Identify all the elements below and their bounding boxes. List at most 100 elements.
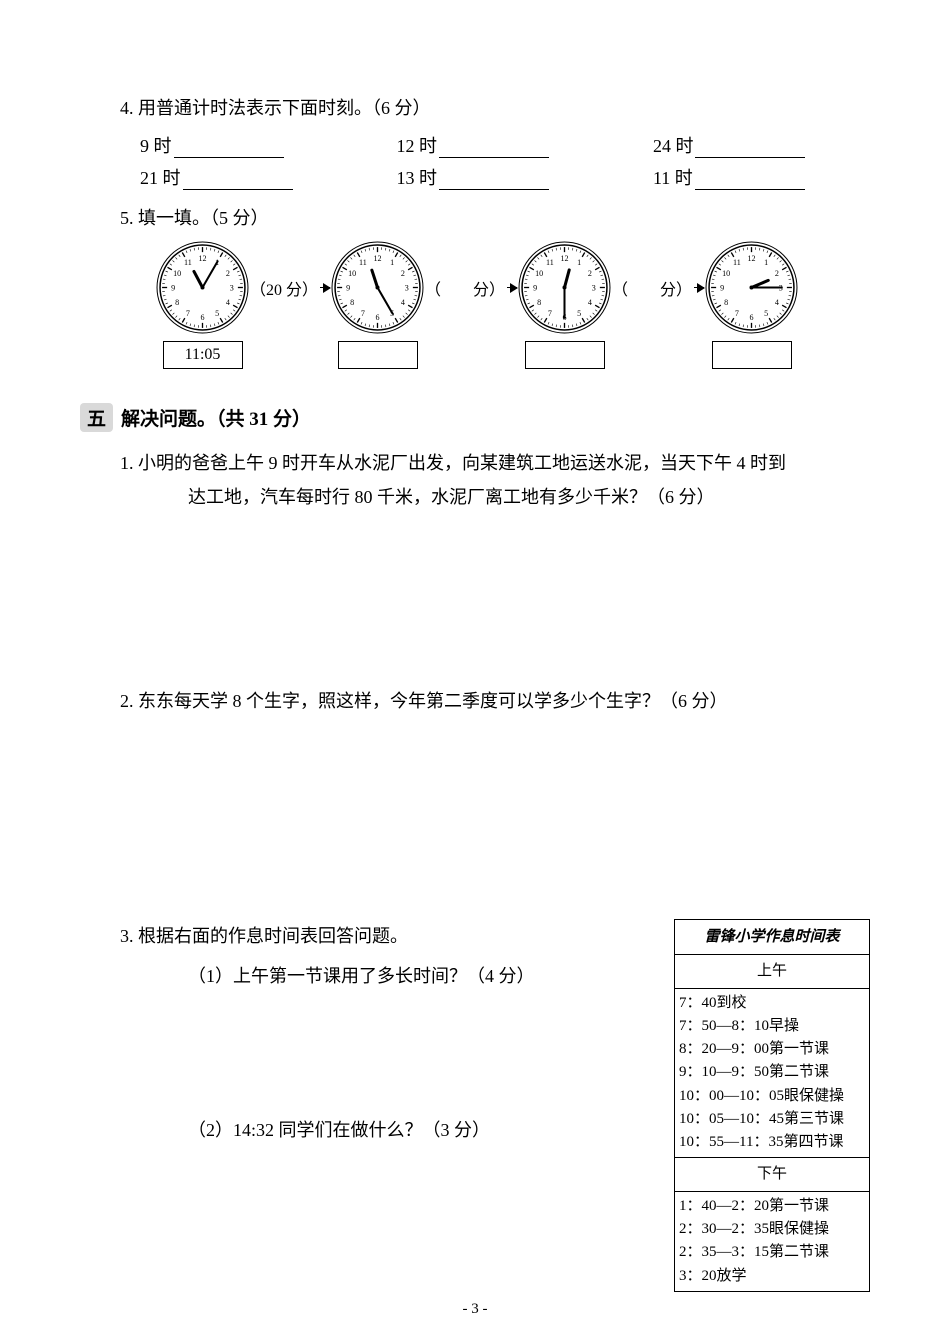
schedule-morning-title: 上午 <box>675 955 869 989</box>
arrow-icon <box>694 287 704 288</box>
blank-line[interactable] <box>174 140 284 158</box>
svg-text:12: 12 <box>748 254 756 263</box>
clock-3-timebox[interactable] <box>525 341 605 369</box>
svg-text:8: 8 <box>724 298 728 307</box>
schedule-morning-line: 7：40到校 <box>679 992 865 1015</box>
arrow-3: （ 分） <box>612 240 704 335</box>
arrow-1: （20 分） <box>250 240 330 335</box>
svg-text:5: 5 <box>215 309 219 318</box>
svg-text:3: 3 <box>230 284 234 293</box>
schedule-morning-line: 7：50—8：10早操 <box>679 1015 865 1038</box>
svg-text:10: 10 <box>173 269 181 278</box>
question-4-title: 4. 用普通计时法表示下面时刻。（6 分） <box>120 90 870 126</box>
svg-text:7: 7 <box>186 309 190 318</box>
arrow-icon <box>320 287 330 288</box>
svg-text:12: 12 <box>560 254 568 263</box>
svg-text:1: 1 <box>577 258 581 267</box>
clock-4-timebox[interactable] <box>712 341 792 369</box>
schedule-morning-body: 7：40到校7：50—8：10早操8：20—9：00第一节课9：10—9：50第… <box>675 989 869 1159</box>
svg-text:9: 9 <box>171 284 175 293</box>
schedule-table: 雷锋小学作息时间表 上午 7：40到校7：50—8：10早操8：20—9：00第… <box>674 919 870 1292</box>
problem-1-line2: 达工地，汽车每时行 80 千米，水泥厂离工地有多少千米？（6 分） <box>188 480 870 514</box>
svg-text:5: 5 <box>577 309 581 318</box>
schedule-morning-line: 10：00—10：05眼保健操 <box>679 1085 865 1108</box>
svg-text:7: 7 <box>548 309 552 318</box>
svg-text:10: 10 <box>722 269 730 278</box>
blank-line[interactable] <box>695 172 805 190</box>
svg-text:11: 11 <box>184 258 192 267</box>
svg-text:6: 6 <box>750 313 754 322</box>
clock-3: 121234567891011 <box>517 240 612 369</box>
arrow-1-label: （20 分） <box>250 276 318 300</box>
svg-text:2: 2 <box>775 269 779 278</box>
svg-text:1: 1 <box>390 258 394 267</box>
svg-text:1: 1 <box>764 258 768 267</box>
problem-1: 1. 小明的爸爸上午 9 时开车从水泥厂出发，向某建筑工地运送水泥，当天下午 4… <box>120 446 870 514</box>
svg-text:8: 8 <box>350 298 354 307</box>
blank-line[interactable] <box>183 172 293 190</box>
q4-row-2: 21 时 13 时 11 时 <box>140 164 870 190</box>
q4-r1-c2-label: 12 时 <box>396 132 437 158</box>
schedule-afternoon-line: 2：30—2：35眼保健操 <box>679 1218 865 1241</box>
arrow-2: （ 分） <box>425 240 517 335</box>
page-number: - 3 - <box>0 1301 950 1318</box>
svg-text:3: 3 <box>592 284 596 293</box>
clocks-row: 121234567891011 11:05（20 分） 121234567891… <box>155 240 870 369</box>
q4-r2-c2-label: 13 时 <box>396 164 437 190</box>
problem-3: 3. 根据右面的作息时间表回答问题。 （1）上午第一节课用了多长时间？（4 分）… <box>120 919 870 1148</box>
schedule-afternoon-line: 3：20放学 <box>679 1265 865 1288</box>
schedule-afternoon-title: 下午 <box>675 1158 869 1192</box>
svg-text:4: 4 <box>775 298 779 307</box>
clock-1-timebox[interactable]: 11:05 <box>163 341 243 369</box>
svg-text:11: 11 <box>359 258 367 267</box>
q4-r2-c1-label: 21 时 <box>140 164 181 190</box>
svg-text:4: 4 <box>588 298 592 307</box>
svg-text:8: 8 <box>175 298 179 307</box>
q4-r2-c3-label: 11 时 <box>653 164 693 190</box>
svg-text:12: 12 <box>373 254 381 263</box>
svg-text:2: 2 <box>588 269 592 278</box>
schedule-morning-line: 9：10—9：50第二节课 <box>679 1061 865 1084</box>
problem-3-line1: 3. 根据右面的作息时间表回答问题。 <box>120 919 640 953</box>
arrow-3-label: （ 分） <box>612 276 692 300</box>
svg-text:7: 7 <box>735 309 739 318</box>
svg-text:11: 11 <box>733 258 741 267</box>
problem-1-line1: 1. 小明的爸爸上午 9 时开车从水泥厂出发，向某建筑工地运送水泥，当天下午 4… <box>120 446 870 480</box>
page: 4. 用普通计时法表示下面时刻。（6 分） 9 时 12 时 24 时 21 时… <box>0 0 950 1344</box>
clock-1: 121234567891011 11:05 <box>155 240 250 369</box>
clock-2-timebox[interactable] <box>338 341 418 369</box>
clock-4: 121234567891011 <box>704 240 799 369</box>
svg-text:9: 9 <box>720 284 724 293</box>
arrow-2-label: （ 分） <box>425 276 505 300</box>
problem-3-sub1: （1）上午第一节课用了多长时间？（4 分） <box>188 959 640 993</box>
problem-2: 2. 东东每天学 8 个生字，照这样，今年第二季度可以学多少个生字？（6 分） <box>120 684 870 718</box>
svg-text:7: 7 <box>361 309 365 318</box>
problem-2-line1: 2. 东东每天学 8 个生字，照这样，今年第二季度可以学多少个生字？（6 分） <box>120 684 870 718</box>
svg-text:8: 8 <box>537 298 541 307</box>
section-title: 解决问题。（共 31 分） <box>121 404 311 431</box>
svg-text:4: 4 <box>401 298 405 307</box>
section-five-heading: 五 解决问题。（共 31 分） <box>80 403 870 432</box>
blank-line[interactable] <box>695 140 805 158</box>
schedule-afternoon-line: 2：35—3：15第二节课 <box>679 1241 865 1264</box>
blank-line[interactable] <box>439 172 549 190</box>
question-5-title: 5. 填一填。（5 分） <box>120 204 870 230</box>
schedule-afternoon-body: 1：40—2：20第一节课2：30—2：35眼保健操2：35—3：15第二节课3… <box>675 1192 869 1291</box>
svg-text:4: 4 <box>226 298 230 307</box>
svg-text:2: 2 <box>401 269 405 278</box>
q4-r1-c3-label: 24 时 <box>653 132 694 158</box>
schedule-title: 雷锋小学作息时间表 <box>675 920 869 956</box>
schedule-morning-line: 10：05—10：45第三节课 <box>679 1108 865 1131</box>
svg-text:11: 11 <box>546 258 554 267</box>
svg-text:2: 2 <box>226 269 230 278</box>
svg-text:6: 6 <box>375 313 379 322</box>
problem-3-sub2: （2）14:32 同学们在做什么？（3 分） <box>188 1113 640 1147</box>
arrow-icon <box>507 287 517 288</box>
schedule-morning-line: 10：55—11：35第四节课 <box>679 1131 865 1154</box>
q4-r1-c1-label: 9 时 <box>140 132 172 158</box>
svg-text:5: 5 <box>764 309 768 318</box>
svg-text:12: 12 <box>198 254 206 263</box>
svg-text:10: 10 <box>535 269 543 278</box>
svg-text:10: 10 <box>348 269 356 278</box>
blank-line[interactable] <box>439 140 549 158</box>
